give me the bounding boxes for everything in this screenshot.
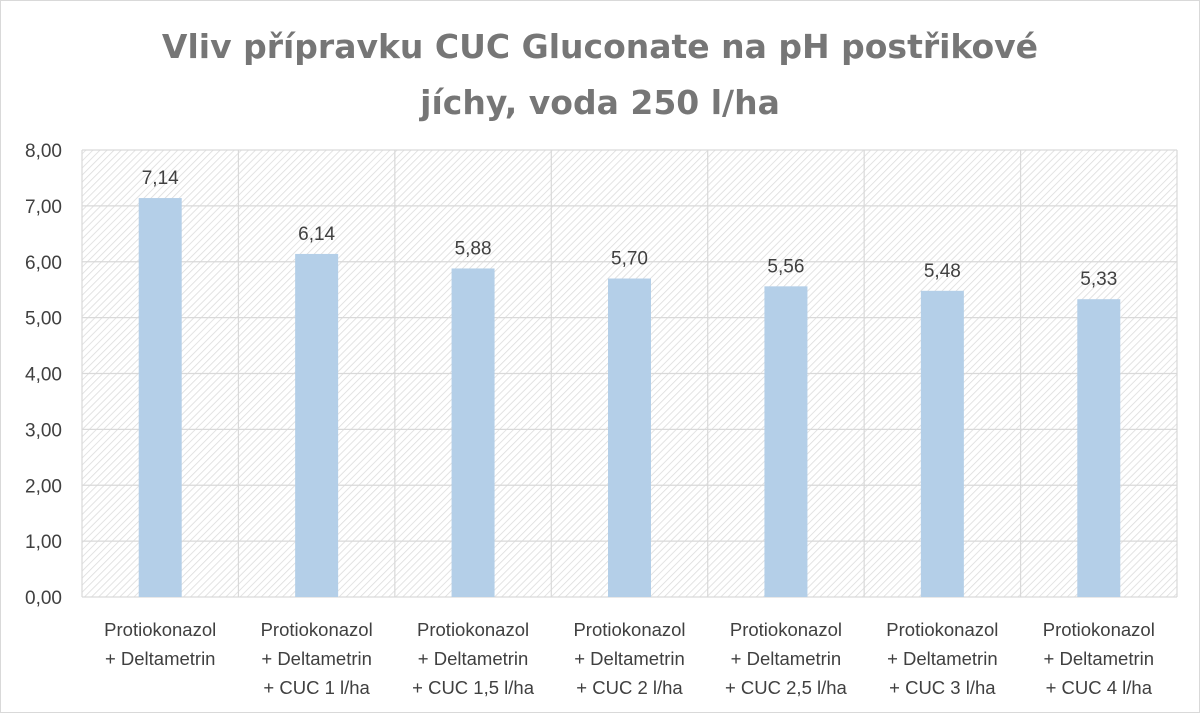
bar (138, 198, 182, 598)
category-label-line: + CUC 3 l/ha (889, 677, 996, 698)
category-label-line: + CUC 1 l/ha (263, 677, 370, 698)
category-label-line: Protiokonazol (886, 619, 998, 640)
data-label: 5,88 (455, 238, 492, 259)
category-label-line: + Deltametrin (105, 648, 216, 669)
data-label: 6,14 (298, 224, 335, 245)
bar (1077, 299, 1121, 597)
bar (764, 286, 808, 597)
bar (451, 268, 495, 597)
category-label: Protiokonazol + Deltametrin + CUC 2,5 l/ha (725, 619, 848, 698)
category-label-line: Protiokonazol (1043, 619, 1155, 640)
y-tick-label: 7,00 (25, 197, 62, 218)
data-label: 5,33 (1080, 269, 1117, 290)
category-label-line: + CUC 1,5 l/ha (412, 677, 535, 698)
category-label-line: + CUC 2,5 l/ha (725, 677, 848, 698)
y-tick-label: 6,00 (25, 253, 62, 274)
chart-title-line-1: Vliv přípravku CUC Gluconate na pH postř… (161, 27, 1039, 66)
y-tick-label: 3,00 (25, 420, 62, 441)
y-tick-label: 8,00 (25, 141, 62, 162)
chart-title: Vliv přípravku CUC Gluconate na pH postř… (1, 19, 1199, 131)
bar (920, 290, 964, 597)
bar (295, 253, 339, 598)
data-label: 5,70 (611, 249, 648, 270)
category-label: Protiokonazol + Deltametrin + CUC 4 l/ha (1043, 619, 1155, 698)
category-label-line: Protiokonazol (104, 619, 216, 640)
y-tick-label: 4,00 (25, 365, 62, 386)
category-label-line: + Deltametrin (261, 648, 372, 669)
y-tick-label: 2,00 (25, 476, 62, 497)
category-label: Protiokonazol + Deltametrin + CUC 2 l/ha (573, 619, 685, 698)
category-label-line: Protiokonazol (730, 619, 842, 640)
category-label-line: + CUC 2 l/ha (576, 677, 683, 698)
category-label: Protiokonazol + Deltametrin + CUC 1 l/ha (261, 619, 373, 698)
data-label: 5,56 (767, 256, 804, 277)
bar (608, 278, 651, 597)
category-label-line: + Deltametrin (418, 648, 529, 669)
data-label: 7,14 (142, 168, 179, 189)
y-tick-label: 1,00 (25, 532, 62, 553)
category-label-line: Protiokonazol (573, 619, 685, 640)
data-label: 5,48 (924, 261, 961, 282)
y-tick-label: 5,00 (25, 309, 62, 330)
category-label-line: Protiokonazol (417, 619, 529, 640)
category-label: Protiokonazol + Deltametrin (104, 619, 216, 669)
chart-title-line-2: jíchy, voda 250 l/ha (420, 83, 780, 122)
category-label-line: + Deltametrin (1044, 648, 1155, 669)
y-tick-label: 0,00 (25, 588, 62, 609)
category-label: Protiokonazol + Deltametrin + CUC 1,5 l/ha (412, 619, 535, 698)
category-label-line: + CUC 4 l/ha (1046, 677, 1153, 698)
category-label-line: + Deltametrin (731, 648, 842, 669)
category-label-line: + Deltametrin (574, 648, 685, 669)
category-label: Protiokonazol + Deltametrin + CUC 3 l/ha (886, 619, 998, 698)
category-label-line: Protiokonazol (261, 619, 373, 640)
category-label-line: + Deltametrin (887, 648, 998, 669)
